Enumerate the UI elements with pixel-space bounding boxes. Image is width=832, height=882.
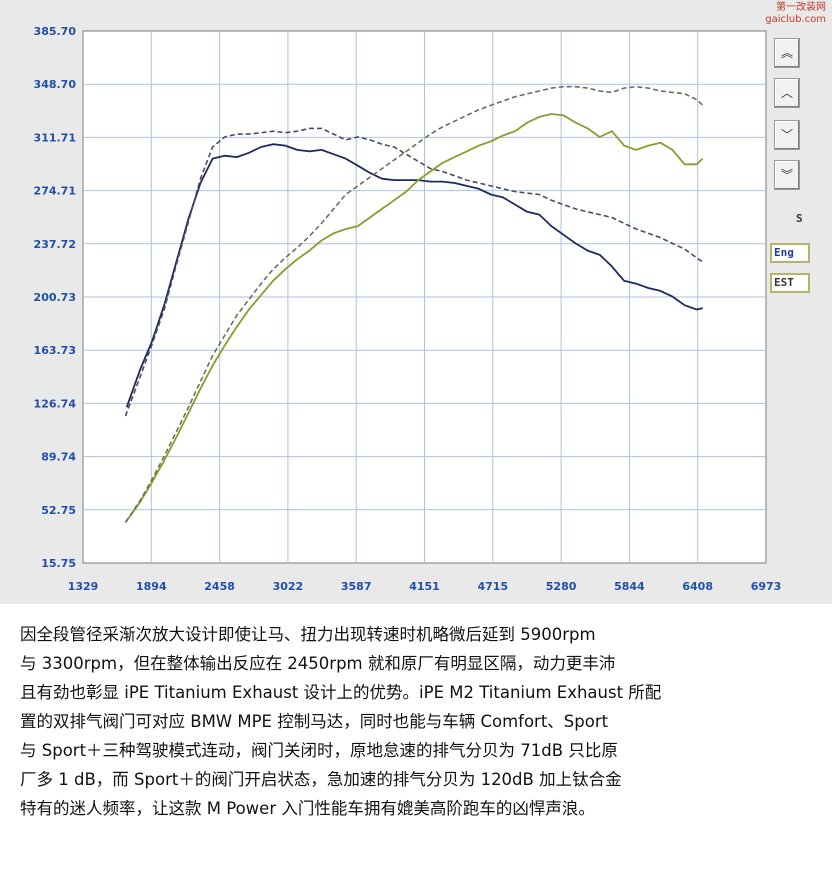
x-tick-label: 1894	[136, 580, 167, 593]
dyno-chart: 385.70 348.70 311.71 274.71 237.72 200.73 163.…	[34, 25, 782, 593]
side-label-s: S	[796, 212, 803, 225]
y-tick-label: 15.75	[41, 557, 76, 570]
x-tick-label: 4715	[477, 580, 508, 593]
y-tick-label: 52.75	[41, 504, 76, 517]
x-tick-label: 1329	[68, 580, 99, 593]
caption-line: 特有的迷人频率，让这款 M Power 入门性能车拥有媲美高阶跑车的凶悍声浪。	[20, 799, 595, 818]
scroll-down-button[interactable]: ﹀	[774, 120, 800, 150]
x-tick-label: 2458	[204, 580, 235, 593]
x-tick-label: 6408	[682, 580, 713, 593]
y-tick-label: 89.74	[41, 451, 76, 464]
caption-line: 与 3300rpm，但在整体输出反应在 2450rpm 就和原厂有明显区隔，动力…	[20, 654, 616, 673]
double-chevron-down-icon: ︾	[780, 168, 793, 182]
y-tick-labels: 385.70 348.70 311.71 274.71 237.72 200.73 163.…	[34, 25, 77, 570]
x-tick-label: 3587	[341, 580, 372, 593]
x-tick-labels: 1329 1894 2458 3022 3587 4151 4715 5280 5844 6408…	[68, 580, 782, 593]
page-down-double-button[interactable]: ︾	[774, 160, 800, 190]
est-selector[interactable]: EST	[770, 273, 810, 293]
x-tick-label: 6973	[751, 580, 782, 593]
scroll-up-button[interactable]: ︿	[774, 78, 800, 108]
y-tick-label: 274.71	[34, 185, 76, 198]
caption-line: 且有劲也彰显 iPE Titanium Exhaust 设计上的优势。iPE M…	[20, 683, 662, 702]
caption-line: 与 Sport＋三种驾驶模式连动，阀门关闭时，原地怠速的排气分贝为 71dB 只…	[20, 741, 618, 760]
site-watermark-line2: gaiclub.com	[765, 14, 826, 25]
y-tick-label: 311.71	[34, 131, 76, 144]
eng-selector[interactable]: Eng	[770, 243, 810, 263]
grid-lines	[83, 31, 766, 563]
y-tick-label: 385.70	[34, 25, 77, 38]
double-chevron-up-icon: ︽	[780, 46, 793, 60]
x-tick-label: 3022	[273, 580, 304, 593]
y-tick-label: 348.70	[34, 78, 77, 91]
series-lines	[124, 85, 704, 523]
caption-line: 置的双排气阀门可对应 BMW MPE 控制马达，同时也能与车辆 Comfort、…	[20, 712, 609, 731]
x-tick-label: 5280	[546, 580, 577, 593]
site-watermark-line1: 第一改装网	[776, 2, 826, 13]
dyno-chart-panel: 385.70 348.70 311.71 274.71 237.72 200.73 163.…	[0, 0, 832, 604]
article-caption: 因全段管径采渐次放大设计即使让马、扭力出现转速时机略微后延到 5900rpm 与…	[20, 620, 818, 823]
scroll-controls: ︽ ︿ ﹀ ︾ S Eng EST	[766, 30, 832, 604]
chevron-down-icon: ﹀	[780, 128, 793, 142]
series-line-power-stock	[124, 85, 704, 523]
x-tick-label: 5844	[614, 580, 645, 593]
site-watermark: 第一改装网 gaiclub.com	[765, 2, 826, 26]
page-up-double-button[interactable]: ︽	[774, 38, 800, 68]
chevron-up-icon: ︿	[780, 86, 793, 100]
caption-line: 因全段管径采渐次放大设计即使让马、扭力出现转速时机略微后延到 5900rpm	[20, 625, 596, 644]
x-tick-label: 4151	[409, 580, 440, 593]
series-line-power-ipe	[124, 113, 704, 523]
y-tick-label: 237.72	[34, 238, 76, 251]
series-line-torque-stock	[124, 127, 704, 417]
y-tick-label: 163.73	[34, 344, 76, 357]
caption-line: 厂多 1 dB，而 Sport＋的阀门开启状态，急加速的排气分贝为 120dB …	[20, 770, 622, 789]
y-tick-label: 126.74	[34, 397, 77, 410]
y-tick-label: 200.73	[34, 291, 76, 304]
